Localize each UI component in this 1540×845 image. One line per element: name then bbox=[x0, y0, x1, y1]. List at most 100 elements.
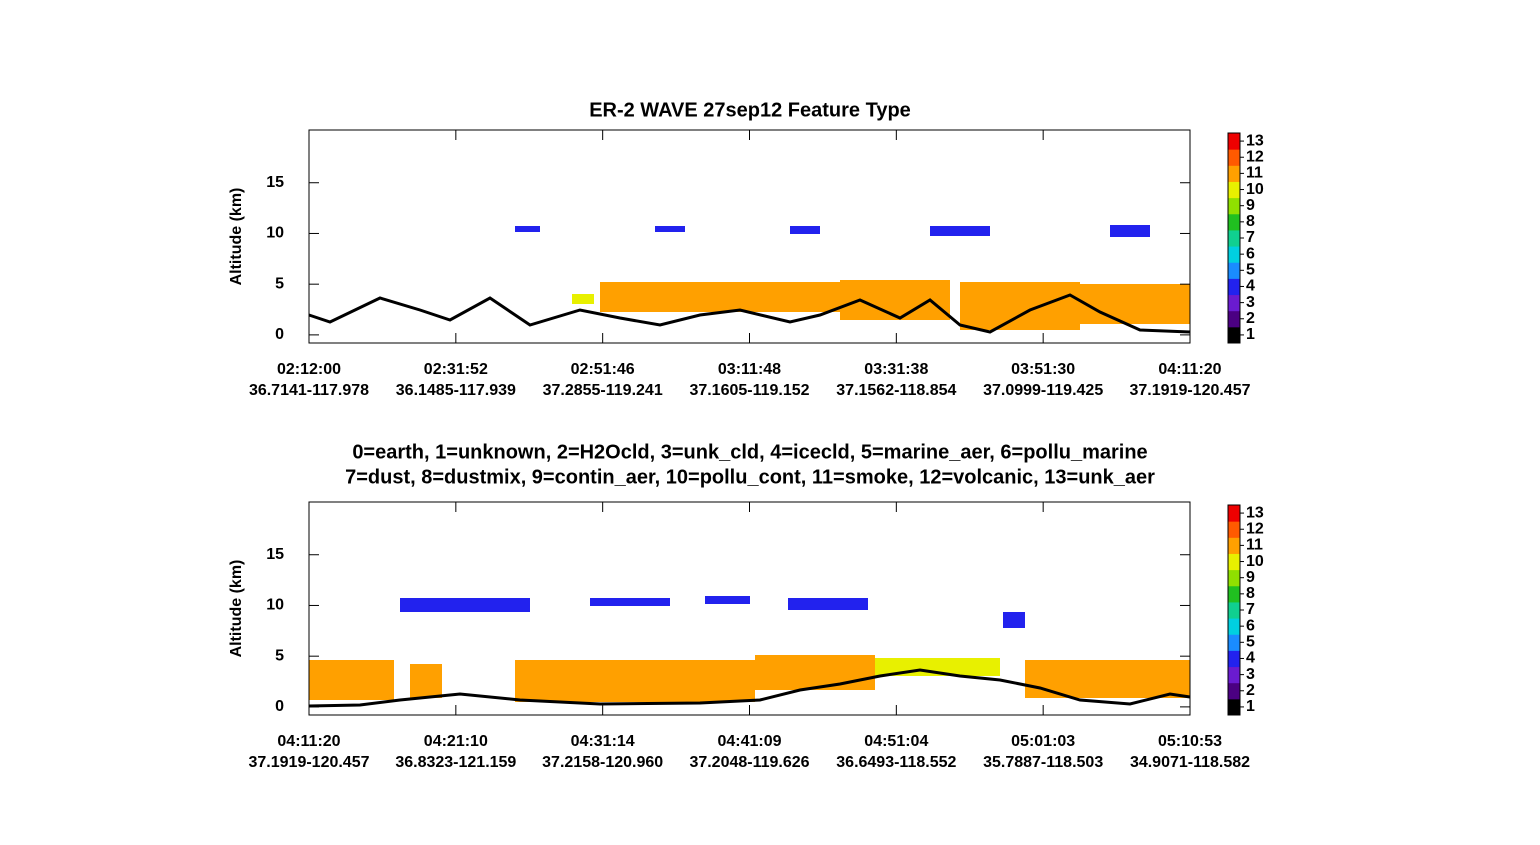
feature-patch bbox=[1003, 612, 1025, 628]
colorbar-segment bbox=[1228, 569, 1240, 587]
colorbar-tick-label: 4 bbox=[1246, 650, 1255, 667]
x-tick-label: 04:11:20 bbox=[277, 733, 340, 750]
colorbar-tick-label: 3 bbox=[1246, 666, 1255, 683]
x-tick-sublabel: 34.9071-118.582 bbox=[1130, 754, 1250, 771]
colorbar-tick-label: 9 bbox=[1246, 569, 1255, 586]
y-tick-label: 10 bbox=[266, 225, 284, 242]
x-tick-sublabel: 37.2048-119.626 bbox=[689, 754, 809, 771]
x-tick-sublabel: 36.7141-117.978 bbox=[249, 382, 369, 399]
colorbar-tick-label: 2 bbox=[1246, 310, 1255, 327]
feature-patch bbox=[515, 660, 755, 702]
chart-title: 7=dust, 8=dustmix, 9=contin_aer, 10=poll… bbox=[345, 466, 1155, 488]
x-tick-sublabel: 37.1919-120.457 bbox=[1130, 382, 1251, 399]
colorbar-segment bbox=[1228, 197, 1240, 215]
feature-patch bbox=[960, 282, 1080, 330]
x-tick-label: 04:51:04 bbox=[864, 733, 928, 750]
colorbar-segment bbox=[1228, 310, 1240, 328]
colorbar-segment bbox=[1228, 585, 1240, 603]
x-tick-label: 03:51:30 bbox=[1011, 361, 1075, 378]
colorbar-segment bbox=[1228, 634, 1240, 651]
colorbar-tick-label: 3 bbox=[1246, 294, 1255, 311]
feature-patch bbox=[755, 655, 875, 690]
colorbar-tick-label: 10 bbox=[1246, 553, 1264, 570]
colorbar-segment bbox=[1228, 682, 1240, 700]
colorbar-tick-label: 1 bbox=[1246, 326, 1255, 343]
colorbar-tick-label: 11 bbox=[1246, 537, 1263, 554]
x-tick-sublabel: 37.2855-119.241 bbox=[543, 382, 663, 399]
colorbar-tick-label: 5 bbox=[1246, 634, 1255, 651]
colorbar-segment bbox=[1228, 537, 1240, 554]
x-tick-sublabel: 36.1485-117.939 bbox=[396, 382, 516, 399]
y-tick-label: 15 bbox=[266, 174, 284, 191]
colorbar-segment bbox=[1228, 618, 1240, 635]
feature-patch bbox=[600, 282, 860, 312]
y-tick-label: 0 bbox=[275, 698, 284, 715]
feature-patch bbox=[400, 598, 530, 612]
feature-patch bbox=[410, 664, 442, 698]
colorbar-segment bbox=[1228, 181, 1240, 199]
colorbar-segment bbox=[1228, 650, 1240, 668]
colorbar-segment bbox=[1228, 165, 1240, 182]
colorbar-segment bbox=[1228, 262, 1240, 279]
colorbar-tick-label: 13 bbox=[1246, 132, 1264, 149]
feature-patch bbox=[655, 226, 685, 232]
colorbar-segment bbox=[1228, 149, 1240, 166]
colorbar-tick-label: 4 bbox=[1246, 278, 1255, 295]
x-tick-label: 02:31:52 bbox=[424, 361, 488, 378]
colorbar-segment bbox=[1228, 246, 1240, 263]
curtain-features bbox=[308, 225, 1191, 708]
colorbar-tick-label: 12 bbox=[1246, 520, 1264, 537]
feature-patch bbox=[515, 226, 540, 232]
chart-title: 0=earth, 1=unknown, 2=H2Ocld, 3=unk_cld,… bbox=[352, 441, 1147, 463]
x-tick-label: 05:01:03 bbox=[1011, 733, 1075, 750]
colorbar-segment bbox=[1228, 505, 1240, 522]
feature-patch bbox=[572, 294, 594, 304]
y-tick-label: 5 bbox=[275, 647, 284, 664]
x-tick-label: 04:31:14 bbox=[571, 733, 635, 750]
colorbar-tick-label: 7 bbox=[1246, 601, 1255, 618]
x-tick-sublabel: 36.8323-121.159 bbox=[395, 754, 516, 771]
x-tick-label: 04:41:09 bbox=[717, 733, 781, 750]
colorbar-tick-label: 9 bbox=[1246, 197, 1255, 214]
y-tick-label: 15 bbox=[266, 546, 284, 563]
feature-patch bbox=[1080, 284, 1190, 324]
y-axis-label: Altitude (km) bbox=[228, 188, 245, 286]
colorbar-tick-label: 8 bbox=[1246, 585, 1255, 602]
y-axis-label: Altitude (km) bbox=[228, 560, 245, 658]
feature-patch bbox=[930, 226, 990, 236]
colorbar-tick-label: 6 bbox=[1246, 617, 1255, 634]
colorbar-segment bbox=[1228, 601, 1240, 619]
feature-patch bbox=[1110, 225, 1150, 237]
colorbar-segment bbox=[1228, 698, 1240, 716]
x-tick-label: 02:12:00 bbox=[277, 361, 341, 378]
colorbar-segment bbox=[1228, 294, 1240, 312]
x-tick-label: 04:11:20 bbox=[1158, 361, 1221, 378]
colorbar-segment bbox=[1228, 326, 1240, 344]
x-tick-label: 03:31:38 bbox=[864, 361, 928, 378]
y-tick-label: 10 bbox=[266, 597, 284, 614]
x-tick-label: 02:51:46 bbox=[571, 361, 635, 378]
colorbar-segment bbox=[1228, 666, 1240, 684]
earth-line bbox=[308, 668, 1191, 708]
y-tick-label: 5 bbox=[275, 275, 284, 292]
colorbar-segment bbox=[1228, 278, 1240, 296]
x-tick-sublabel: 37.1562-118.854 bbox=[836, 382, 956, 399]
colorbar-tick-label: 12 bbox=[1246, 148, 1264, 165]
feature-patch bbox=[309, 660, 394, 700]
y-tick-label: 0 bbox=[275, 326, 284, 343]
x-tick-sublabel: 37.0999-119.425 bbox=[983, 382, 1103, 399]
colorbar-tick-label: 6 bbox=[1246, 245, 1255, 262]
colorbar-tick-label: 5 bbox=[1246, 262, 1255, 279]
colorbar-tick-label: 8 bbox=[1246, 213, 1255, 230]
x-tick-sublabel: 36.6493-118.552 bbox=[836, 754, 956, 771]
colorbar-segment bbox=[1228, 229, 1240, 247]
x-tick-sublabel: 37.1919-120.457 bbox=[249, 754, 370, 771]
x-tick-label: 03:11:48 bbox=[718, 361, 781, 378]
x-tick-sublabel: 37.2158-120.960 bbox=[542, 754, 663, 771]
colorbar-segment bbox=[1228, 213, 1240, 231]
colorbar-tick-label: 10 bbox=[1246, 181, 1264, 198]
x-tick-label: 04:21:10 bbox=[424, 733, 488, 750]
colorbar-tick-label: 2 bbox=[1246, 682, 1255, 699]
colorbar-tick-label: 13 bbox=[1246, 504, 1264, 521]
